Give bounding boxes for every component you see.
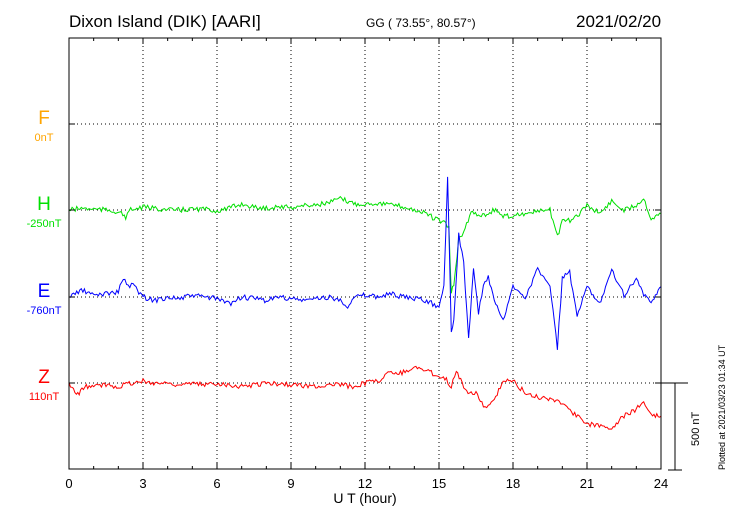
scale-bar-label: 500 nT	[690, 411, 702, 446]
plotted-timestamp: Plotted at 2021/03/23 01:34 UT	[717, 344, 727, 470]
x-tick-label: 12	[358, 476, 372, 491]
date-label: 2021/02/20	[576, 12, 662, 31]
component-label-z: Z	[38, 367, 50, 388]
component-label-f: F	[38, 108, 50, 129]
x-tick-label: 9	[287, 476, 294, 491]
component-label-h: H	[37, 194, 51, 215]
x-tick-label: 18	[506, 476, 520, 491]
x-tick-label: 0	[65, 476, 72, 491]
station-title: Dixon Island (DIK) [AARI]	[69, 12, 261, 31]
baseline-label-e: -760nT	[26, 305, 62, 317]
series-line-h	[68, 195, 662, 294]
x-tick-label: 24	[654, 476, 668, 491]
component-label-e: E	[37, 281, 51, 302]
series-line-z	[68, 365, 662, 430]
x-ticks: 0 3 6 9 12 15 18 21 24	[65, 38, 668, 491]
geographic-coords: GG ( 73.55°, 80.57°)	[366, 16, 476, 30]
series-layer	[68, 176, 662, 430]
x-tick-label: 3	[139, 476, 146, 491]
x-tick-label: 6	[213, 476, 220, 491]
x-tick-label: 15	[432, 476, 446, 491]
series-line-e	[68, 176, 662, 350]
x-axis-label: U T (hour)	[333, 490, 396, 506]
baseline-label-f: 0nT	[34, 132, 54, 144]
baseline-label-z: 110nT	[28, 391, 60, 403]
scale-bar	[655, 382, 688, 471]
x-tick-label: 21	[580, 476, 594, 491]
grid	[69, 38, 661, 469]
baseline-label-h: -250nT	[26, 218, 62, 230]
